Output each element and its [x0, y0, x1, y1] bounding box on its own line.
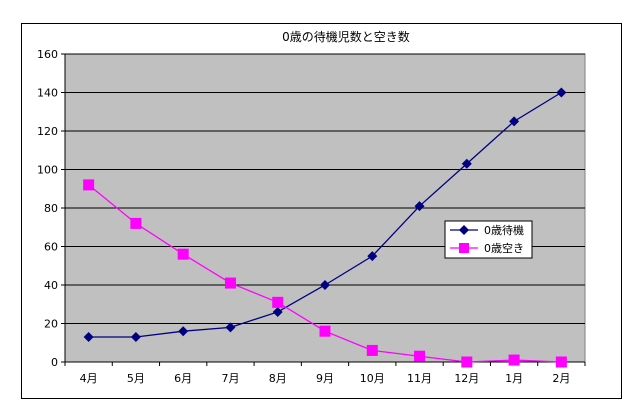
legend-marker-vacancy — [459, 243, 469, 253]
y-tick-label: 40 — [44, 279, 58, 292]
data-point-waiting — [414, 201, 425, 212]
data-point-waiting — [509, 116, 520, 127]
x-tick-label: 9月 — [316, 372, 334, 385]
data-point-vacancy — [272, 296, 284, 308]
data-point-waiting — [178, 326, 189, 337]
x-tick-label: 6月 — [174, 372, 192, 385]
data-point-waiting — [225, 322, 236, 333]
x-tick-label: 1月 — [505, 372, 523, 385]
x-tick-label: 8月 — [269, 372, 287, 385]
x-tick-label: 11月 — [407, 372, 432, 385]
y-tick-label: 80 — [44, 202, 58, 215]
data-point-vacancy — [83, 179, 95, 191]
y-tick-label: 100 — [37, 164, 58, 177]
data-point-waiting — [556, 87, 567, 98]
data-point-waiting — [272, 306, 283, 317]
x-tick-label: 5月 — [127, 372, 145, 385]
data-point-vacancy — [130, 217, 142, 229]
legend-label-vacancy: 0歳空き — [484, 241, 524, 255]
data-point-vacancy — [414, 350, 426, 362]
data-point-vacancy — [366, 344, 378, 356]
legend-label-waiting: 0歳待機 — [484, 223, 524, 237]
x-tick-label: 4月 — [80, 372, 98, 385]
x-tick-label: 10月 — [360, 372, 385, 385]
data-point-waiting — [367, 251, 378, 262]
data-point-vacancy — [177, 248, 189, 260]
y-tick-label: 140 — [37, 87, 58, 100]
data-point-waiting — [130, 331, 141, 342]
legend: 0歳待機 0歳空き — [444, 220, 533, 259]
y-tick-label: 0 — [51, 356, 58, 369]
y-tick-label: 160 — [37, 48, 58, 61]
y-tick-label: 20 — [44, 318, 58, 331]
data-point-vacancy — [224, 277, 236, 289]
data-point-waiting — [320, 280, 330, 290]
data-point-waiting — [83, 331, 94, 342]
x-tick-label: 2月 — [552, 372, 570, 385]
data-point-vacancy — [319, 325, 331, 337]
data-point-waiting — [461, 158, 472, 169]
y-tick-label: 60 — [44, 241, 58, 254]
chart-title: 0歳の待機児数と空き数 — [282, 29, 410, 44]
x-tick-label: 12月 — [454, 372, 479, 385]
data-point-vacancy — [555, 356, 567, 368]
data-point-vacancy — [508, 354, 520, 366]
plot-area: 0 20 40 60 80 100 120 140 160 4月 5月 6月 7月 8月 9月 10月 11月 1… — [37, 48, 586, 385]
data-point-vacancy — [461, 356, 473, 368]
x-tick-label: 7月 — [221, 372, 239, 385]
legend-marker-waiting — [459, 225, 469, 235]
y-tick-label: 120 — [37, 125, 58, 138]
